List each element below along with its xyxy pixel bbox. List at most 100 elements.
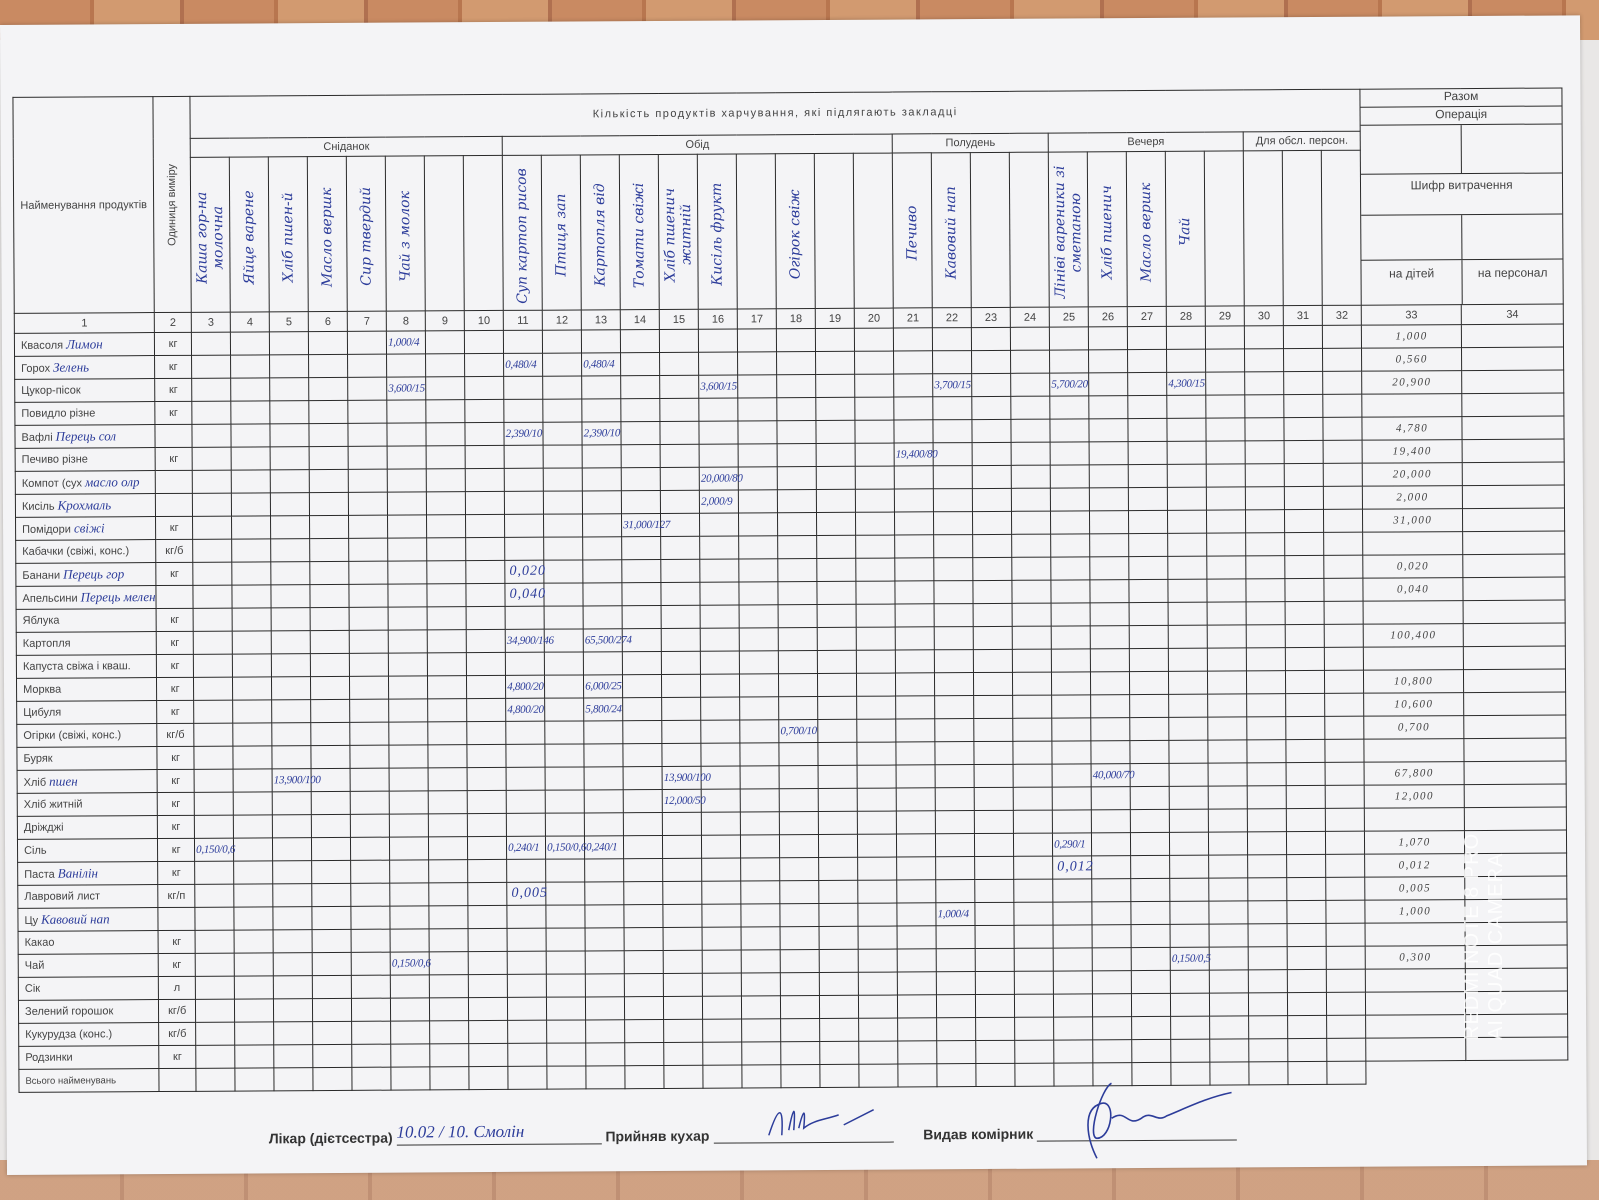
quantity-cell[interactable]	[1089, 487, 1129, 511]
quantity-cell[interactable]	[427, 721, 468, 745]
total-for-children[interactable]: 100,400	[1363, 623, 1464, 648]
quantity-cell[interactable]	[270, 538, 310, 562]
quantity-cell[interactable]	[620, 375, 660, 399]
quantity-cell[interactable]	[1128, 464, 1168, 488]
quantity-cell[interactable]	[1207, 670, 1247, 695]
quantity-cell[interactable]	[467, 859, 507, 883]
quantity-cell[interactable]	[972, 465, 1012, 489]
quantity-cell[interactable]	[465, 422, 505, 446]
quantity-cell[interactable]	[1322, 325, 1362, 349]
quantity-cell[interactable]	[737, 374, 777, 398]
quantity-cell[interactable]	[662, 858, 702, 882]
quantity-cell[interactable]: 3,700/15	[932, 373, 972, 397]
quantity-cell[interactable]	[544, 605, 584, 630]
quantity-cell[interactable]	[932, 327, 972, 351]
quantity-cell[interactable]	[468, 905, 508, 929]
quantity-cell[interactable]	[1326, 992, 1366, 1016]
quantity-cell[interactable]	[428, 790, 468, 814]
quantity-cell[interactable]	[233, 883, 274, 908]
total-for-children[interactable]: 0,560	[1361, 347, 1462, 372]
quantity-cell[interactable]	[390, 1020, 430, 1045]
quantity-cell[interactable]	[1208, 900, 1249, 925]
total-for-children[interactable]	[1365, 991, 1466, 1016]
quantity-cell[interactable]	[1326, 946, 1366, 970]
quantity-cell[interactable]	[311, 860, 351, 884]
quantity-cell[interactable]: 0,150/0,6	[194, 838, 235, 862]
quantity-cell[interactable]	[194, 792, 234, 816]
quantity-cell[interactable]: 0,005	[506, 882, 548, 906]
quantity-cell[interactable]	[349, 584, 389, 608]
quantity-cell[interactable]	[1322, 394, 1363, 418]
quantity-cell[interactable]	[739, 696, 779, 720]
quantity-cell[interactable]	[351, 929, 391, 953]
quantity-cell[interactable]	[311, 837, 351, 861]
total-for-children[interactable]: 0,005	[1364, 876, 1465, 901]
quantity-cell[interactable]	[466, 629, 506, 653]
quantity-cell[interactable]	[817, 627, 857, 651]
quantity-cell[interactable]	[428, 767, 468, 791]
quantity-cell[interactable]	[624, 1042, 664, 1066]
quantity-cell[interactable]	[700, 604, 740, 629]
quantity-cell[interactable]	[1247, 739, 1287, 763]
quantity-cell[interactable]	[737, 351, 777, 375]
quantity-cell[interactable]	[854, 374, 894, 398]
quantity-cell[interactable]	[858, 949, 898, 973]
quantity-cell[interactable]	[310, 676, 350, 700]
quantity-cell[interactable]	[855, 489, 895, 513]
quantity-cell[interactable]	[390, 974, 430, 999]
quantity-cell[interactable]	[1051, 625, 1091, 650]
quantity-cell[interactable]	[234, 952, 274, 977]
total-for-staff[interactable]	[1461, 392, 1565, 417]
quantity-cell[interactable]	[1092, 1016, 1132, 1040]
total-for-children[interactable]	[1365, 1014, 1466, 1039]
quantity-cell[interactable]	[234, 998, 274, 1023]
quantity-cell[interactable]	[854, 397, 895, 421]
quantity-cell[interactable]	[350, 814, 390, 838]
quantity-cell[interactable]	[1050, 464, 1090, 489]
quantity-cell[interactable]	[818, 834, 858, 858]
quantity-cell[interactable]	[1208, 854, 1248, 879]
quantity-cell[interactable]	[779, 788, 819, 812]
quantity-cell[interactable]	[192, 424, 232, 448]
quantity-cell[interactable]	[971, 396, 1012, 420]
quantity-cell[interactable]	[504, 491, 544, 515]
total-items-cell[interactable]	[1248, 1061, 1289, 1085]
quantity-cell[interactable]	[1284, 486, 1324, 510]
quantity-cell[interactable]	[934, 718, 975, 742]
quantity-cell[interactable]	[351, 1021, 391, 1045]
quantity-cell[interactable]	[309, 561, 350, 585]
quantity-cell[interactable]	[778, 696, 818, 720]
quantity-cell[interactable]	[544, 697, 584, 722]
quantity-cell[interactable]	[1011, 465, 1051, 489]
quantity-cell[interactable]	[191, 355, 231, 379]
quantity-cell[interactable]	[428, 882, 469, 906]
quantity-cell[interactable]	[622, 582, 662, 606]
doctor-signature-field[interactable]: 10.02 / 10. Смолін	[396, 1121, 602, 1146]
quantity-cell[interactable]	[1244, 394, 1285, 418]
total-for-staff[interactable]	[1464, 760, 1567, 785]
quantity-cell[interactable]	[896, 833, 936, 858]
quantity-cell[interactable]	[1166, 326, 1206, 350]
quantity-cell[interactable]	[389, 882, 430, 907]
quantity-cell[interactable]	[1168, 671, 1208, 695]
quantity-cell[interactable]	[1092, 901, 1132, 925]
total-for-staff[interactable]	[1463, 645, 1566, 670]
quantity-cell[interactable]	[1053, 993, 1093, 1018]
quantity-cell[interactable]	[701, 880, 742, 905]
quantity-cell[interactable]	[816, 489, 856, 513]
total-items-cell[interactable]	[274, 1067, 314, 1091]
quantity-cell[interactable]	[1088, 372, 1128, 396]
quantity-cell[interactable]	[1131, 901, 1171, 925]
quantity-cell[interactable]	[1011, 442, 1051, 466]
quantity-cell[interactable]	[1131, 947, 1171, 971]
quantity-cell[interactable]	[895, 580, 935, 605]
quantity-cell[interactable]	[507, 905, 547, 929]
quantity-cell[interactable]	[232, 584, 272, 609]
quantity-cell[interactable]	[1052, 786, 1092, 811]
quantity-cell[interactable]	[855, 512, 895, 536]
quantity-cell[interactable]	[1051, 694, 1091, 719]
quantity-cell[interactable]	[1012, 649, 1052, 673]
quantity-cell[interactable]	[897, 1017, 937, 1042]
quantity-cell[interactable]	[581, 329, 621, 353]
quantity-cell[interactable]	[1088, 395, 1129, 419]
